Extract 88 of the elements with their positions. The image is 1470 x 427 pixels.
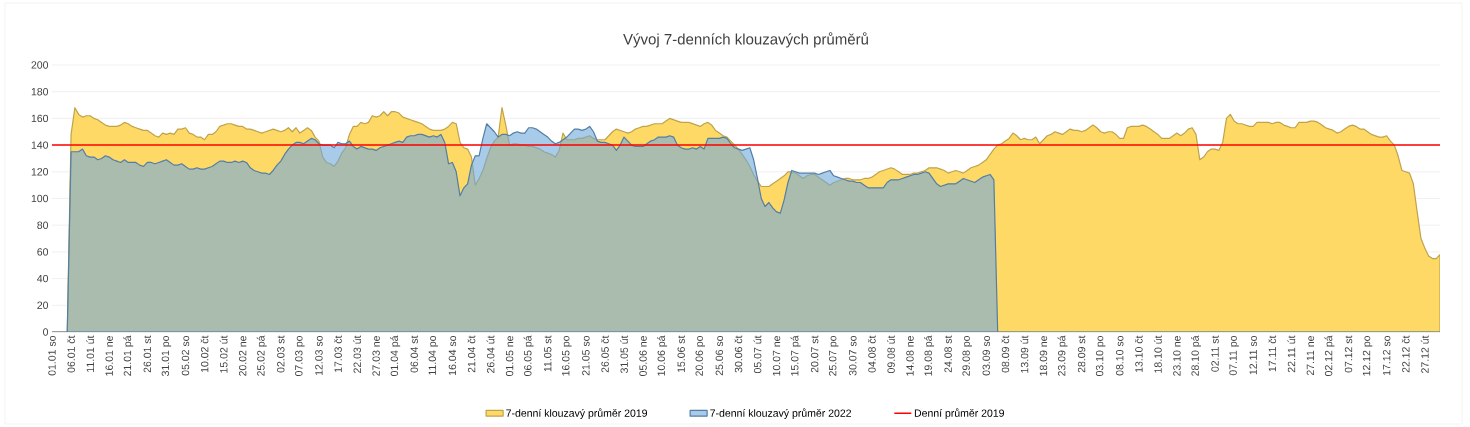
x-tick-label: 27.12 út bbox=[1420, 335, 1429, 373]
x-tick-label: 30.06 čt bbox=[734, 335, 743, 373]
y-tick-label: 40 bbox=[37, 274, 49, 283]
x-tick-label: 06.05 pá bbox=[523, 335, 534, 376]
x-tick-label: 25.07 po bbox=[828, 335, 839, 376]
x-tick-label: 03.10 po bbox=[1095, 335, 1106, 376]
x-tick-label: 09.08 út bbox=[887, 335, 895, 374]
x-tick-label: 26.04 út bbox=[486, 335, 495, 373]
x-tick-label: 06.04 st bbox=[410, 335, 418, 373]
x-tick-label: 21.01 pá bbox=[123, 335, 134, 376]
x-tick-label: 27.11 ne bbox=[1306, 336, 1315, 376]
x-tick-label: 12.03 so bbox=[315, 335, 323, 376]
y-tick-label: 20 bbox=[37, 301, 49, 310]
x-tick-label: 11.05 st bbox=[544, 335, 552, 372]
x-tick-label: 31.05 út bbox=[620, 335, 628, 374]
x-tick-label: 15.02 út bbox=[219, 335, 228, 373]
x-tick-label: 01.01 so bbox=[48, 335, 56, 376]
x-tick-label: 21.04 čt bbox=[467, 335, 476, 373]
x-tick-label: 19.08 pá bbox=[924, 335, 934, 376]
x-tick-label: 06.01 čt bbox=[67, 335, 75, 373]
legend-label: 7-denní klouzavý průměr 2022 bbox=[710, 408, 852, 419]
x-tick-label: 20.02 ne bbox=[238, 336, 247, 376]
x-tick-label: 24.08 st bbox=[944, 335, 952, 373]
x-tick-label: 10.06 pá bbox=[657, 335, 668, 376]
x-tick-label: 27.03 ne bbox=[372, 336, 380, 376]
x-tick-label: 11.04 po bbox=[428, 335, 439, 375]
legend-label: 7-denní klouzavý průměr 2019 bbox=[506, 408, 648, 419]
x-tick-label: 22.11 út bbox=[1287, 335, 1296, 373]
x-tick-label: 28.09 st bbox=[1077, 335, 1086, 373]
x-tick-label: 13.09 út bbox=[1020, 335, 1029, 373]
x-tick-label: 07.12 st bbox=[1344, 335, 1353, 373]
x-tick-label: 04.08 čt bbox=[867, 335, 876, 373]
y-tick-label: 200 bbox=[31, 61, 49, 69]
x-tick-label: 07.03 po bbox=[295, 335, 305, 376]
x-tick-label: 10.07 ne bbox=[772, 336, 781, 376]
y-tick-label: 120 bbox=[31, 168, 49, 176]
x-tick-label: 02.11 st bbox=[1211, 335, 1219, 372]
x-tick-label: 26.01 st bbox=[143, 335, 152, 373]
legend-label: Denní průměr 2019 bbox=[914, 408, 1005, 419]
x-tick-label: 30.07 so bbox=[849, 335, 857, 376]
x-tick-label: 14.08 ne bbox=[906, 336, 914, 376]
x-tick-label: 01.05 ne bbox=[505, 336, 514, 376]
x-tick-label: 22.12 čt bbox=[1401, 335, 1410, 373]
x-tick-label: 16.05 po bbox=[562, 335, 572, 376]
y-tick-label: 160 bbox=[31, 114, 49, 123]
x-tick-label: 23.09 pá bbox=[1057, 335, 1068, 376]
x-tick-label: 23.10 ne bbox=[1173, 336, 1181, 376]
x-tick-label: 08.09 čt bbox=[1001, 335, 1010, 373]
x-tick-label: 15.07 pá bbox=[790, 335, 801, 376]
x-tick-label: 08.10 so bbox=[1116, 335, 1124, 376]
x-tick-label: 03.09 so bbox=[982, 335, 990, 376]
x-tick-label: 12.11 so bbox=[1249, 335, 1257, 375]
x-tick-label: 13.10 čt bbox=[1134, 335, 1143, 373]
x-tick-label: 22.03 út bbox=[353, 335, 361, 373]
x-tick-label: 20.07 st bbox=[810, 335, 819, 373]
y-tick-label: 180 bbox=[31, 87, 49, 96]
x-tick-label: 10.02 čt bbox=[200, 335, 209, 373]
chart-title: Vývoj 7-denních klouzavých průměrů bbox=[623, 32, 868, 48]
x-tick-label: 17.11 čt bbox=[1268, 335, 1277, 372]
x-tick-label: 05.07 út bbox=[753, 335, 762, 374]
x-tick-label: 02.12 pá bbox=[1324, 335, 1335, 376]
x-tick-label: 05.06 ne bbox=[639, 336, 647, 376]
x-tick-label: 25.06 so bbox=[715, 335, 724, 376]
x-tick-label: 21.05 so bbox=[582, 335, 590, 376]
x-tick-label: 05.02 so bbox=[181, 335, 190, 376]
x-tick-label: 07.11 po bbox=[1229, 335, 1239, 376]
y-tick-label: 140 bbox=[31, 141, 49, 149]
x-tick-label: 16.01 ne bbox=[105, 336, 113, 376]
x-tick-label: 02.03 st bbox=[277, 335, 285, 373]
x-tick-label: 17.12 so bbox=[1382, 335, 1391, 376]
x-tick-label: 31.01 po bbox=[161, 335, 172, 376]
x-tick-label: 18.09 ne bbox=[1039, 336, 1048, 376]
x-tick-label: 17.03 čt bbox=[334, 335, 342, 373]
x-tick-label: 11.01 út bbox=[86, 335, 95, 372]
y-tick-label: 0 bbox=[43, 328, 49, 336]
y-tick-label: 100 bbox=[31, 194, 49, 203]
y-tick-label: 60 bbox=[37, 248, 49, 256]
x-tick-label: 20.06 po bbox=[695, 335, 705, 376]
x-tick-label: 26.05 čt bbox=[601, 335, 609, 373]
x-tick-label: 25.02 pá bbox=[256, 335, 267, 376]
x-tick-label: 29.08 po bbox=[962, 335, 972, 376]
y-tick-label: 80 bbox=[37, 221, 49, 229]
x-tick-label: 18.10 út bbox=[1153, 335, 1162, 373]
x-tick-label: 28.10 pá bbox=[1191, 335, 1201, 376]
x-tick-label: 15.06 st bbox=[677, 335, 685, 373]
x-tick-label: 01.04 pá bbox=[390, 335, 401, 376]
x-tick-label: 12.12 po bbox=[1362, 335, 1373, 376]
x-tick-label: 16.04 so bbox=[448, 335, 457, 376]
